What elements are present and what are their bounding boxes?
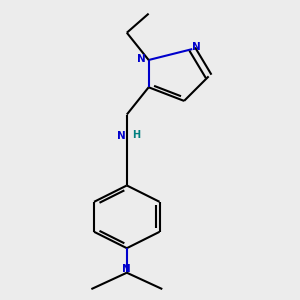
Text: N: N <box>122 264 131 274</box>
Text: N: N <box>137 54 146 64</box>
Text: N: N <box>192 42 201 52</box>
Text: H: H <box>132 130 140 140</box>
Text: N: N <box>117 131 126 141</box>
